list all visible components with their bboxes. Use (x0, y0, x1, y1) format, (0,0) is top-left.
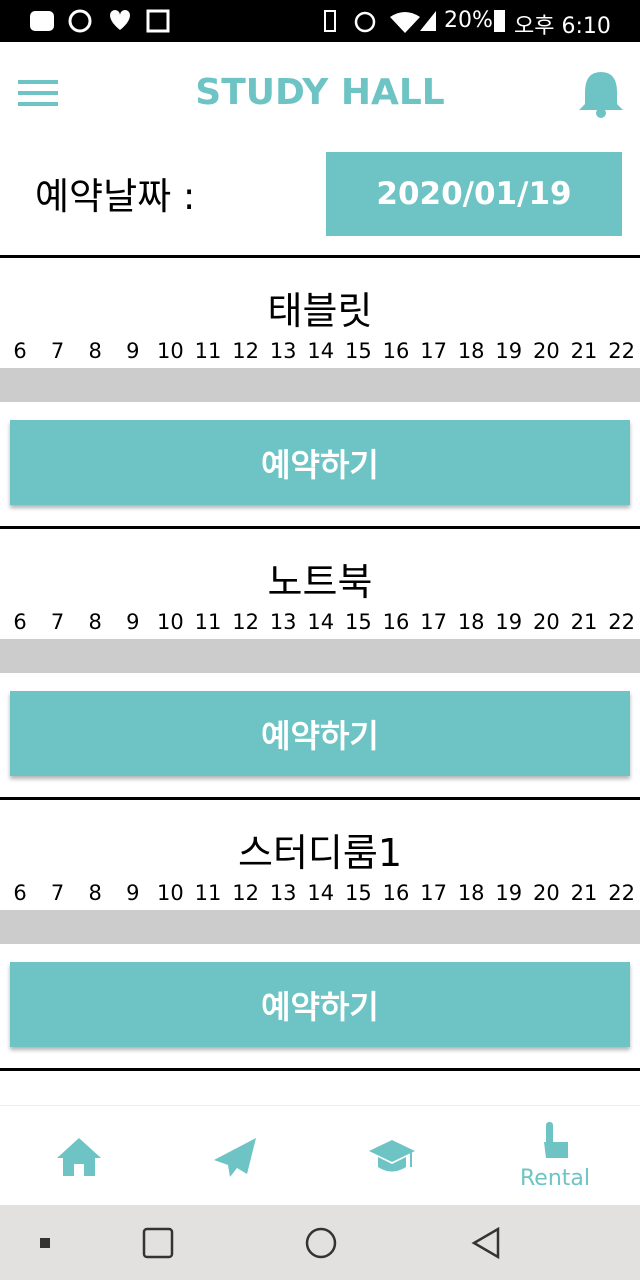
hour-label: 16 (382, 881, 410, 905)
battery-icon (494, 10, 505, 32)
hour-label: 18 (457, 881, 485, 905)
hour-label: 15 (345, 881, 372, 905)
hour-label: 12 (232, 881, 259, 905)
reserve-button[interactable]: 예약하기 (10, 962, 630, 1047)
system-nav (0, 1205, 640, 1280)
date-label: 예약날짜 : (35, 175, 196, 218)
hour-label: 10 (157, 339, 184, 363)
hour-label: 16 (382, 339, 410, 363)
rental-tab-icon[interactable] (538, 1118, 572, 1164)
hour-label: 15 (345, 339, 372, 363)
hour-label: 8 (88, 339, 102, 363)
status-icons-right (324, 10, 436, 33)
education-tab[interactable] (368, 1138, 416, 1178)
hour-label: 13 (269, 339, 297, 363)
hour-label: 14 (307, 339, 335, 363)
clock: 오후 6:10 (514, 14, 611, 39)
hour-label: 13 (269, 881, 297, 905)
hour-label: 20 (533, 881, 560, 905)
menu-button[interactable] (18, 78, 60, 108)
hour-label: 11 (194, 339, 222, 363)
time-bar (0, 368, 640, 402)
section-title: 태블릿 (267, 289, 373, 333)
hour-label: 14 (307, 881, 335, 905)
hour-label: 14 (307, 610, 335, 634)
hour-label: 10 (157, 610, 184, 634)
hour-label: 21 (570, 339, 598, 363)
hour-label: 12 (232, 339, 259, 363)
separator (0, 526, 640, 529)
hour-label: 19 (495, 881, 523, 905)
hour-label: 17 (420, 339, 447, 363)
status-icons (30, 9, 170, 33)
hour-label: 18 (457, 339, 485, 363)
hour-label: 8 (88, 881, 102, 905)
hour-label: 10 (157, 881, 184, 905)
hour-label: 12 (232, 610, 259, 634)
hour-label: 11 (194, 610, 222, 634)
hour-label: 21 (570, 881, 598, 905)
hour-label: 19 (495, 339, 523, 363)
hour-label: 22 (608, 610, 635, 634)
hour-label: 18 (457, 610, 485, 634)
separator (0, 1068, 640, 1071)
hour-label: 17 (420, 881, 447, 905)
hour-label: 16 (382, 610, 410, 634)
hour-label: 6 (13, 610, 27, 634)
hour-label: 7 (50, 610, 65, 634)
time-bar (0, 910, 640, 944)
rental-tab-label[interactable]: Rental (520, 1166, 590, 1191)
hour-label: 19 (495, 610, 523, 634)
hour-label: 9 (126, 610, 140, 634)
section-title: 노트북 (267, 560, 373, 604)
hour-label: 6 (13, 339, 27, 363)
hour-label: 11 (194, 881, 222, 905)
hour-label: 22 (608, 339, 635, 363)
status-bar: 20% 오후 6:10 (0, 0, 640, 42)
hour-label: 20 (533, 610, 560, 634)
hour-label: 17 (420, 610, 447, 634)
date-picker[interactable]: 2020/01/19 (326, 152, 622, 236)
reserve-button[interactable]: 예약하기 (10, 691, 630, 776)
hour-label: 6 (13, 881, 27, 905)
time-bar (0, 639, 640, 673)
battery-text: 20% (444, 8, 493, 33)
separator (0, 797, 640, 800)
send-tab[interactable] (212, 1136, 258, 1178)
app-title: STUDY HALL (195, 72, 445, 113)
hour-label: 9 (126, 881, 140, 905)
hour-label: 22 (608, 881, 635, 905)
hour-label: 8 (88, 610, 102, 634)
system-nav-icons (40, 1226, 500, 1260)
reserve-button[interactable]: 예약하기 (10, 420, 630, 505)
home-tab[interactable] (56, 1136, 102, 1178)
separator (0, 255, 640, 258)
hour-label: 20 (533, 339, 560, 363)
hour-label: 13 (269, 610, 297, 634)
hour-label: 7 (50, 881, 65, 905)
hour-label: 21 (570, 610, 598, 634)
section-title: 스터디룸1 (237, 831, 403, 875)
bottom-nav: Rental (0, 1105, 640, 1206)
hour-label: 9 (126, 339, 140, 363)
hour-label: 7 (50, 339, 65, 363)
notification-button[interactable] (578, 68, 624, 118)
hour-label: 15 (345, 610, 372, 634)
